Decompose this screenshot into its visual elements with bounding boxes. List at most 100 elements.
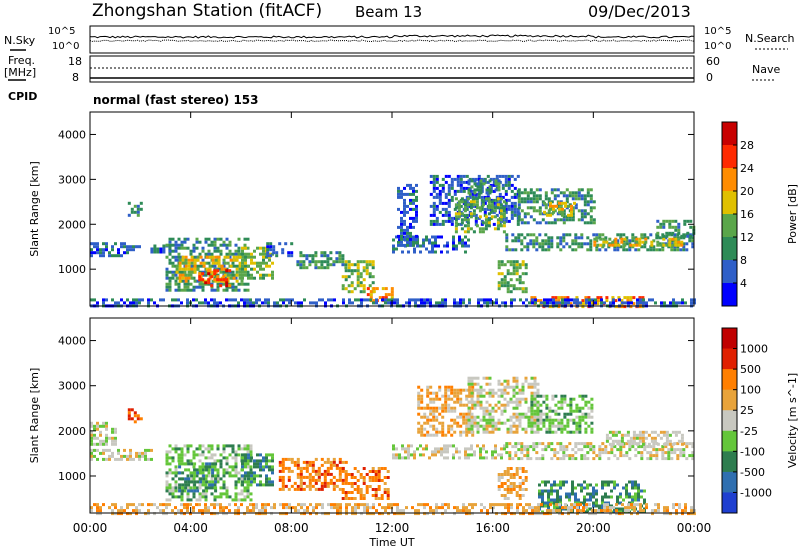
power-cell bbox=[568, 191, 572, 195]
power-cell bbox=[457, 200, 461, 204]
velocity-cell bbox=[90, 424, 93, 428]
velocity-cell bbox=[533, 376, 537, 380]
power-cell bbox=[553, 218, 557, 222]
velocity-cell bbox=[240, 503, 243, 507]
velocity-cell bbox=[494, 391, 498, 395]
power-cell bbox=[320, 254, 324, 258]
power-cell bbox=[513, 192, 517, 196]
velocity-cell bbox=[611, 439, 615, 443]
power-cell bbox=[258, 298, 261, 302]
velocity-cell bbox=[108, 506, 111, 510]
power-cell bbox=[665, 231, 669, 235]
velocity-cell bbox=[676, 454, 680, 458]
velocity-cell bbox=[665, 433, 669, 437]
velocity-cell bbox=[470, 400, 474, 404]
velocity-cell bbox=[606, 509, 609, 513]
velocity-cell bbox=[632, 436, 636, 440]
velocity-colorbar-frame bbox=[721, 327, 738, 514]
velocity-cell bbox=[129, 454, 132, 458]
velocity-cell bbox=[420, 394, 424, 398]
velocity-cell bbox=[205, 480, 209, 484]
velocity-cell bbox=[497, 406, 501, 410]
velocity-cell bbox=[590, 403, 594, 407]
velocity-cell bbox=[171, 456, 175, 460]
velocity-cell bbox=[659, 436, 663, 440]
velocity-cell bbox=[527, 421, 531, 425]
power-cell bbox=[244, 255, 247, 259]
velocity-cell bbox=[366, 509, 369, 513]
power-cell bbox=[216, 301, 219, 305]
velocity-cell bbox=[204, 495, 208, 499]
power-cell bbox=[550, 200, 554, 204]
velocity-cell bbox=[133, 420, 137, 424]
velocity-cell bbox=[287, 466, 291, 470]
velocity-cell bbox=[317, 487, 321, 491]
power-cell bbox=[497, 182, 501, 186]
velocity-cell bbox=[501, 503, 504, 507]
velocity-cell bbox=[558, 503, 561, 507]
power-cell bbox=[461, 244, 464, 248]
power-cell bbox=[568, 233, 572, 237]
power-cell bbox=[514, 236, 518, 240]
velocity-cell bbox=[267, 503, 270, 507]
velocity-cell bbox=[497, 400, 501, 404]
velocity-cell bbox=[386, 491, 390, 494]
velocity-cell bbox=[603, 506, 606, 510]
velocity-cell bbox=[210, 465, 214, 469]
velocity-cell bbox=[467, 394, 471, 398]
power-cell bbox=[517, 206, 521, 210]
velocity-cell bbox=[201, 444, 205, 448]
velocity-cell bbox=[222, 450, 226, 454]
velocity-cell bbox=[462, 412, 466, 416]
velocity-cell bbox=[256, 453, 259, 457]
power-cell bbox=[208, 255, 212, 259]
velocity-cell bbox=[129, 457, 132, 461]
velocity-cell bbox=[435, 503, 438, 507]
power-cell bbox=[320, 251, 324, 255]
velocity-cell bbox=[268, 465, 271, 469]
velocity-cell bbox=[524, 400, 528, 404]
velocity-cell bbox=[308, 460, 312, 464]
velocity-cell bbox=[503, 494, 507, 497]
velocity-cell bbox=[459, 424, 463, 428]
velocity-cell bbox=[637, 489, 640, 493]
velocity-cell bbox=[458, 450, 461, 454]
power-cell bbox=[487, 218, 491, 222]
power-cell bbox=[326, 260, 330, 264]
power-cell bbox=[423, 298, 426, 302]
velocity-cell bbox=[186, 503, 189, 507]
velocity-cell bbox=[576, 503, 579, 507]
velocity-cell bbox=[228, 495, 232, 499]
power-cell bbox=[659, 243, 663, 247]
power-cell bbox=[658, 236, 662, 240]
velocity-cell bbox=[470, 430, 474, 434]
velocity-cell bbox=[482, 418, 486, 422]
power-cell bbox=[369, 290, 373, 294]
velocity-cell bbox=[670, 448, 674, 452]
power-cell bbox=[557, 299, 561, 303]
velocity-cell bbox=[205, 486, 209, 490]
velocity-cell bbox=[329, 478, 333, 482]
velocity-cell bbox=[456, 397, 460, 401]
power-cell bbox=[603, 301, 606, 305]
velocity-cell bbox=[126, 454, 129, 458]
velocity-cell bbox=[544, 480, 547, 484]
power-cell bbox=[547, 242, 551, 246]
power-cell bbox=[271, 270, 274, 274]
velocity-cell bbox=[190, 480, 194, 484]
velocity-cell bbox=[515, 467, 519, 470]
velocity-cell bbox=[476, 388, 480, 392]
velocity-cell bbox=[556, 442, 560, 446]
power-cell bbox=[517, 236, 521, 240]
velocity-cell bbox=[462, 418, 466, 422]
velocity-cell bbox=[240, 492, 244, 496]
power-cell bbox=[187, 267, 191, 271]
power-cell bbox=[478, 206, 482, 210]
power-cell bbox=[250, 273, 253, 277]
velocity-cell bbox=[339, 512, 342, 516]
velocity-cell bbox=[674, 430, 678, 434]
velocity-cell bbox=[533, 412, 537, 416]
power-cell bbox=[332, 260, 336, 264]
velocity-cell bbox=[450, 409, 454, 413]
velocity-cell bbox=[559, 495, 562, 499]
